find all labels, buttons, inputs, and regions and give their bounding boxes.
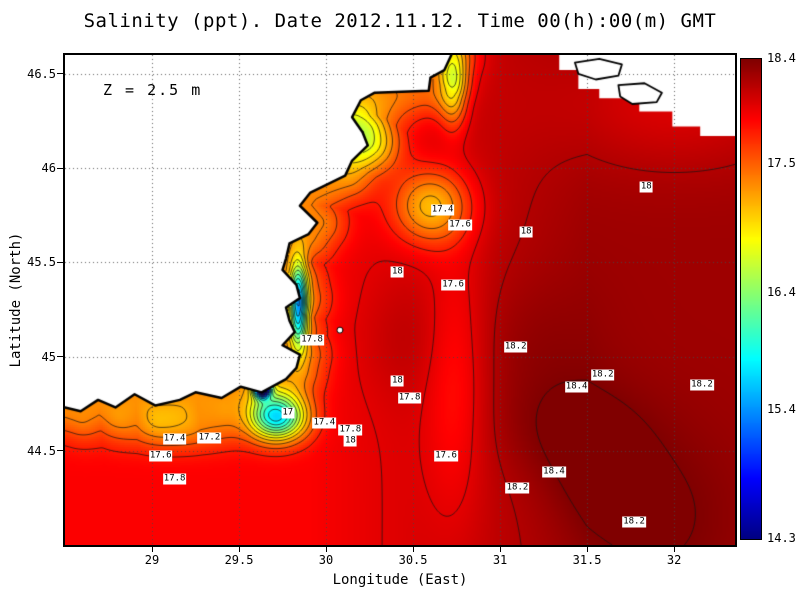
contour-label: 18.2 (505, 482, 530, 494)
x-tick-label: 31.5 (572, 553, 602, 567)
y-tick-mark (57, 450, 63, 452)
y-tick-label: 45.5 (27, 255, 56, 270)
contour-label: 17.8 (162, 473, 187, 485)
colorbar-tick-label: 15.4 (767, 402, 796, 417)
contour-label: 17.6 (148, 450, 173, 462)
contour-label: 17.8 (300, 334, 324, 346)
y-tick-label: 46 (41, 161, 56, 176)
x-tick-mark (151, 547, 153, 552)
contour-label: 18.2 (503, 341, 528, 353)
contour-label: 18.4 (564, 381, 589, 393)
contour-label: 17.4 (430, 204, 455, 216)
x-tick-mark (673, 547, 675, 552)
contour-label: 18.2 (690, 379, 714, 391)
x-tick-label: 29.5 (224, 553, 254, 567)
contour-label: 17.6 (441, 279, 465, 291)
x-tick-mark (499, 547, 501, 552)
contour-label: 18.4 (542, 466, 566, 477)
y-axis-label: Latitude (North) (8, 232, 24, 368)
x-tick-label: 30.5 (398, 553, 428, 567)
contour-label: 18.2 (622, 516, 646, 528)
y-tick-label: 45 (41, 349, 56, 364)
x-tick-mark (325, 547, 327, 552)
y-tick-mark (57, 356, 63, 358)
contour-label: 17.2 (197, 432, 222, 444)
y-tick-label: 46.5 (27, 66, 56, 81)
salinity-field-canvas (65, 55, 735, 545)
x-tick-label: 30 (318, 553, 334, 567)
depth-annotation: Z = 2.5 m (103, 81, 203, 99)
colorbar-tick-label: 16.4 (767, 285, 796, 300)
colorbar (740, 58, 762, 540)
contour-label: 17.8 (338, 424, 363, 436)
contour-label: 18 (343, 435, 357, 447)
x-tick-mark (586, 547, 588, 552)
y-tick-mark (57, 167, 63, 169)
x-tick-mark (238, 547, 240, 552)
x-tick-mark (412, 547, 414, 552)
contour-label: 17.6 (434, 450, 458, 462)
contour-label: 17.4 (312, 417, 337, 428)
contour-label: 18 (390, 266, 404, 278)
x-tick-label: 32 (666, 553, 682, 567)
x-tick-label: 29 (144, 553, 160, 567)
contour-label: 17.4 (162, 433, 187, 445)
colorbar-tick-label: 17.5 (767, 156, 796, 171)
contour-label: 17 (281, 407, 295, 419)
contour-label: 18 (639, 181, 653, 193)
contour-label: 18 (519, 226, 533, 238)
contour-label: 17.6 (448, 219, 472, 231)
contour-label: 18.2 (590, 369, 615, 381)
colorbar-tick-label: 18.4 (767, 51, 796, 65)
y-tick-mark (57, 261, 63, 263)
contour-label: 18 (390, 375, 404, 387)
x-tick-label: 31 (492, 553, 508, 567)
y-tick-label: 44.5 (27, 443, 56, 458)
y-tick-mark (57, 73, 63, 75)
colorbar-tick-label: 14.3 (767, 531, 796, 545)
map-plot-area: Z = 2.5 m (63, 53, 737, 547)
figure-title: Salinity (ppt). Date 2012.11.12. Time 00… (83, 10, 717, 32)
contour-label: 17.8 (397, 392, 422, 404)
x-axis-label: Longitude (East) (332, 572, 468, 588)
